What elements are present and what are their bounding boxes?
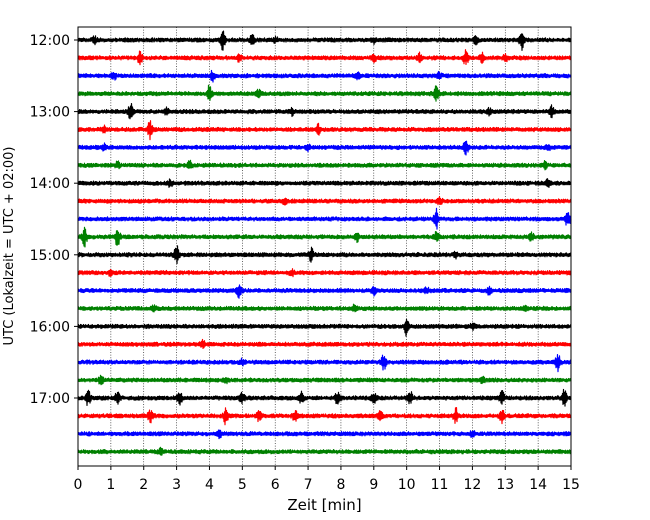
seismogram-trace xyxy=(77,207,572,230)
y-axis-ticks: 12:00 13:00 14:00 15:00 16:00 17:00 xyxy=(30,33,78,407)
seismogram-trace xyxy=(77,30,572,51)
seismogram-trace xyxy=(77,245,572,265)
seismogram-trace xyxy=(77,303,572,313)
seismogram-trace xyxy=(77,429,572,440)
axes-frame xyxy=(77,26,572,467)
x-tick-label: 1 xyxy=(106,477,115,493)
x-tick-label: 10 xyxy=(398,477,416,493)
x-tick-label: 6 xyxy=(271,477,280,493)
x-tick-label: 12 xyxy=(463,477,481,493)
seismogram-trace xyxy=(77,388,572,407)
seismogram-trace xyxy=(77,353,572,373)
seismogram-trace xyxy=(77,318,572,337)
y-tick-label: 15:00 xyxy=(30,248,70,264)
seismogram-trace xyxy=(77,268,572,278)
y-tick-label: 12:00 xyxy=(30,33,70,49)
seismogram-trace xyxy=(77,226,572,248)
seismogram-trace xyxy=(77,195,572,206)
seismogram-trace xyxy=(77,102,572,120)
x-tick-label: 4 xyxy=(205,477,214,493)
seismogram-trace xyxy=(77,284,572,299)
x-tick-label: 7 xyxy=(304,477,313,493)
y-axis-label: UTC (Lokalzeit = UTC + 02:00) xyxy=(2,147,17,346)
x-tick-label: 15 xyxy=(562,477,580,493)
x-tick-label: 14 xyxy=(529,477,547,493)
seismogram-trace xyxy=(77,69,572,83)
x-axis-ticks: 0 1 2 3 4 5 6 7 8 9 10 11 12 13 14 15 xyxy=(74,466,580,493)
seismogram-trace xyxy=(77,338,572,350)
x-tick-label: 5 xyxy=(238,477,247,493)
y-tick-label: 13:00 xyxy=(30,105,70,121)
y-tick-label: 14:00 xyxy=(30,176,70,192)
y-tick-label: 16:00 xyxy=(30,319,70,335)
trace-lines xyxy=(77,30,572,456)
seismogram-trace xyxy=(77,84,572,102)
x-tick-label: 2 xyxy=(139,477,148,493)
x-tick-label: 9 xyxy=(369,477,378,493)
y-tick-label: 17:00 xyxy=(30,391,70,407)
seismogram-trace xyxy=(77,140,572,156)
x-tick-label: 11 xyxy=(431,477,449,493)
x-axis-label: Zeit [min] xyxy=(287,496,361,514)
seismogram-trace xyxy=(77,159,572,171)
seismogram-trace xyxy=(77,407,572,426)
x-tick-label: 13 xyxy=(496,477,514,493)
x-tick-label: 3 xyxy=(172,477,181,493)
x-tick-label: 8 xyxy=(336,477,345,493)
seismogram-trace xyxy=(77,49,572,66)
seismogram-trace xyxy=(77,446,572,456)
x-tick-label: 0 xyxy=(74,477,83,493)
seismogram-trace xyxy=(77,374,572,386)
seismogram-trace xyxy=(77,120,572,141)
seismogram-trace xyxy=(77,178,572,188)
